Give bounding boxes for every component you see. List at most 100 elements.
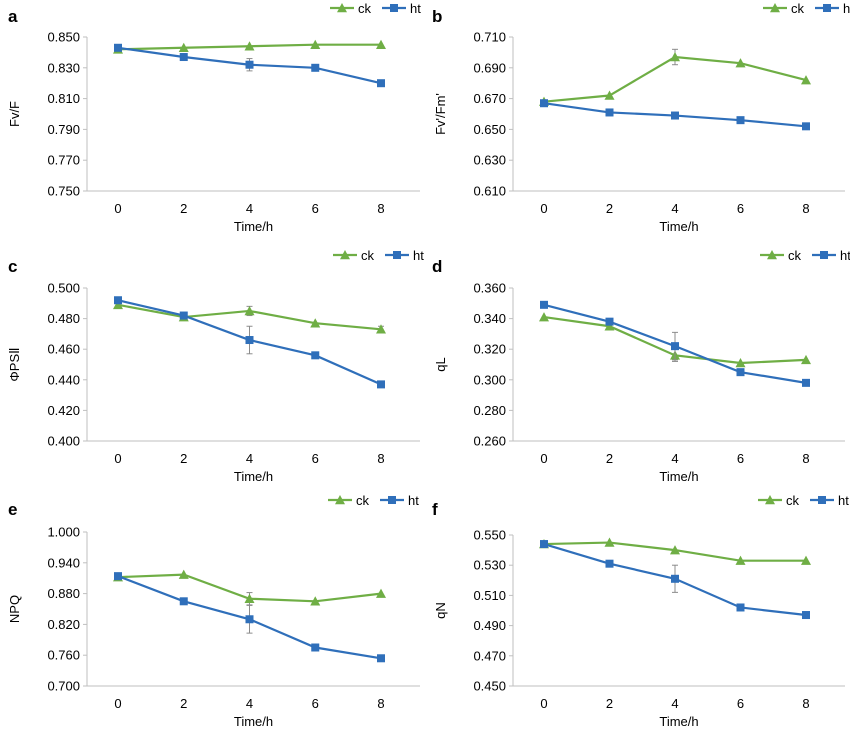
series-ck: [539, 48, 811, 106]
legend-label-ht: ht: [838, 493, 849, 508]
legend-label-ht: ht: [840, 248, 850, 263]
y-tick-label: 0.450: [473, 679, 506, 694]
y-tick-label: 0.460: [47, 342, 80, 357]
x-tick-label: 2: [180, 696, 187, 711]
data-point-ht: [377, 380, 385, 389]
data-point-ck: [376, 588, 386, 598]
legend: ck ht: [758, 493, 849, 508]
x-tick-label: 6: [737, 696, 744, 711]
legend: ck ht: [328, 493, 419, 508]
y-tick-label: 0.940: [47, 555, 80, 570]
data-point-ck: [539, 312, 549, 322]
panel-c: c 0.400 0.420 0.440 0.460 0.480 0.500 0 2 4 6 8 Time…: [7, 248, 424, 484]
y-axis-title: NPQ: [7, 595, 22, 623]
data-point-ht: [114, 43, 122, 52]
data-point-ck: [801, 555, 811, 565]
legend: ck ht: [333, 248, 424, 263]
data-point-ht: [671, 111, 679, 120]
legend-marker-ht: [823, 4, 831, 12]
data-point-ck: [801, 75, 811, 85]
data-point-ht: [802, 378, 810, 387]
panel-f: f 0.450 0.470 0.490 0.510 0.530 0.550 0 2 4 6 8 Time…: [432, 493, 849, 729]
data-point-ck: [670, 545, 680, 555]
data-point-ht: [179, 311, 188, 320]
y-tick-label: 0.470: [473, 648, 506, 663]
data-point-ht: [245, 336, 254, 345]
x-axis-title: Time/h: [234, 469, 273, 484]
series-ht: [540, 300, 810, 387]
x-axis-title: Time/h: [659, 714, 698, 729]
x-tick-label: 2: [180, 201, 187, 216]
y-tick-label: 0.490: [473, 618, 506, 633]
data-point-ht: [245, 60, 254, 69]
data-point-ck: [178, 42, 189, 53]
y-tick-label: 0.650: [473, 122, 506, 137]
x-tick-label: 6: [312, 201, 319, 216]
x-tick-label: 8: [377, 201, 384, 216]
y-tick-label: 0.770: [47, 153, 80, 168]
data-point-ht: [245, 615, 254, 624]
legend-label-ck: ck: [361, 248, 375, 263]
data-point-ck: [310, 318, 321, 328]
data-point-ht: [736, 603, 745, 612]
x-tick-label: 8: [802, 696, 809, 711]
legend-marker-ck: [337, 3, 347, 13]
y-tick-label: 0.610: [473, 184, 506, 199]
y-tick-label: 0.810: [47, 91, 80, 106]
series-ck: [539, 537, 811, 565]
data-point-ht: [179, 53, 188, 62]
y-tick-label: 0.510: [473, 588, 506, 603]
legend-marker-ht: [390, 4, 398, 12]
legend-label-ht: ht: [413, 248, 424, 263]
x-tick-label: 6: [312, 696, 319, 711]
x-tick-label: 4: [246, 696, 253, 711]
data-point-ck: [376, 324, 386, 334]
y-tick-label: 0.360: [473, 281, 506, 296]
series-ht: [114, 296, 385, 389]
legend-label-ht: ht: [843, 1, 850, 16]
y-tick-label: 0.820: [47, 617, 80, 632]
legend-marker-ht: [820, 251, 828, 259]
y-tick-label: 0.260: [473, 434, 506, 449]
data-point-ck: [604, 321, 615, 331]
data-point-ck: [244, 593, 255, 603]
x-axis-title: Time/h: [234, 219, 273, 234]
series-ck: [113, 39, 386, 54]
legend-label-ck: ck: [358, 1, 372, 16]
x-tick-label: 0: [114, 696, 121, 711]
data-point-ck: [244, 41, 255, 51]
legend-label-ck: ck: [791, 1, 805, 16]
data-point-ht: [605, 317, 614, 326]
y-tick-label: 0.340: [473, 311, 506, 326]
x-tick-label: 6: [737, 451, 744, 466]
panel-d: d 0.260 0.280 0.300 0.320 0.340 0.360 0 2 4 6 8 Time…: [432, 248, 850, 484]
legend-marker-ck: [765, 495, 775, 505]
y-tick-label: 0.530: [473, 558, 506, 573]
legend-label-ck: ck: [356, 493, 370, 508]
y-axis-title: Fv'/Fm': [433, 93, 448, 135]
data-point-ck: [604, 537, 615, 547]
data-point-ht: [540, 540, 548, 549]
data-point-ht: [736, 116, 745, 125]
legend-marker-ck: [767, 250, 777, 260]
data-point-ht: [377, 654, 385, 663]
data-point-ck: [178, 569, 189, 579]
y-tick-label: 0.760: [47, 648, 80, 663]
data-point-ck: [801, 354, 811, 365]
legend-marker-ht: [818, 496, 826, 504]
y-tick-label: 0.440: [47, 372, 80, 387]
data-point-ck: [735, 357, 746, 368]
panel-letter: b: [432, 7, 442, 26]
series-ht: [540, 540, 810, 620]
x-tick-label: 8: [802, 451, 809, 466]
x-axis-title: Time/h: [234, 714, 273, 729]
panel-e: e 0.700 0.760 0.820 0.880 0.940 1.000 0 2 4 6 8 Time…: [7, 493, 420, 729]
legend-label-ht: ht: [410, 1, 421, 16]
legend-marker-ht: [393, 251, 401, 259]
y-tick-label: 0.550: [473, 528, 506, 543]
y-tick-label: 0.280: [473, 403, 506, 418]
y-tick-label: 0.790: [47, 122, 80, 137]
data-point-ht: [540, 99, 548, 108]
legend: ck ht: [760, 248, 850, 263]
x-tick-label: 0: [540, 201, 547, 216]
